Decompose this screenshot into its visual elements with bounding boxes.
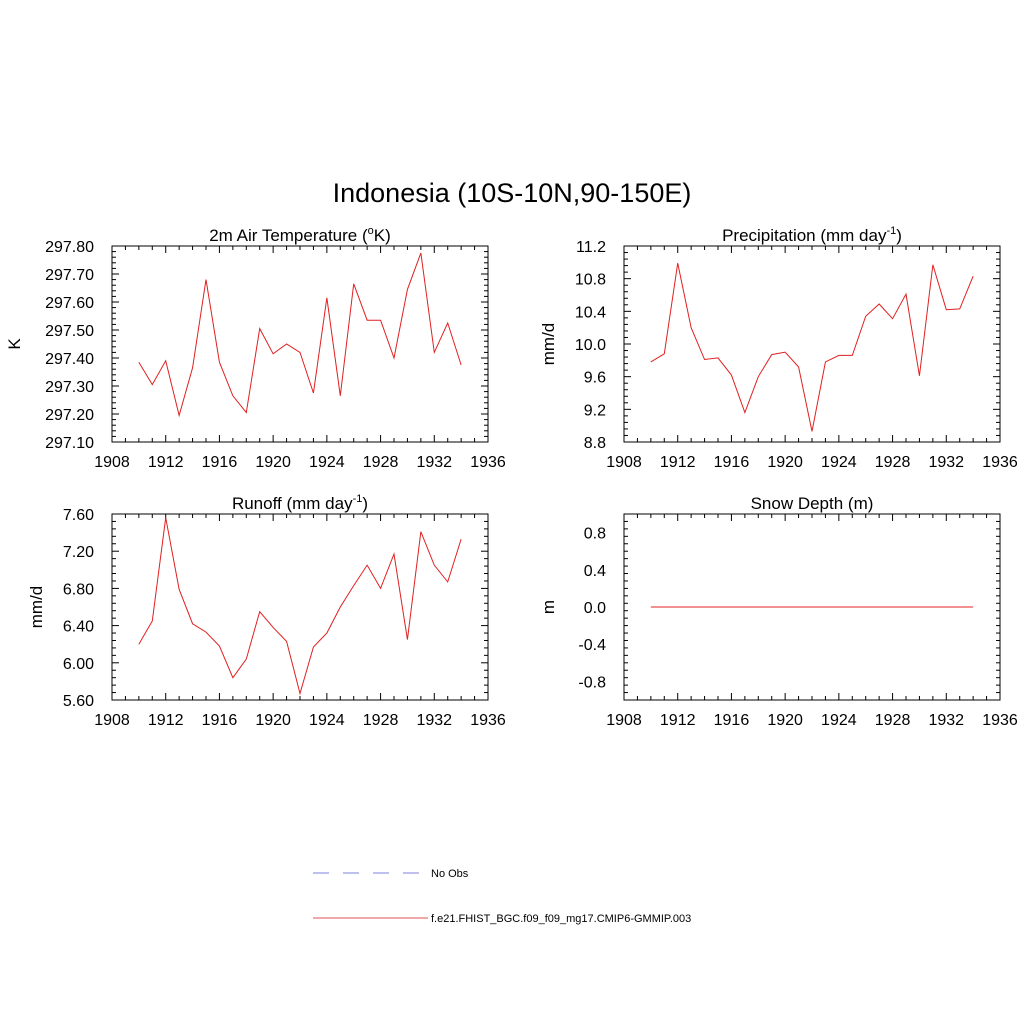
air-temperature-xtick-label: 1932 <box>416 454 452 471</box>
air-temperature-xtick-label: 1916 <box>202 454 238 471</box>
precipitation-title: Precipitation (mm day-1) <box>722 225 902 245</box>
precipitation-xtick-label: 1924 <box>821 454 857 471</box>
precipitation-xtick-label: 1928 <box>875 454 911 471</box>
air-temperature-ytick-label: 297.50 <box>45 323 94 340</box>
air-temperature-ytick-label: 297.20 <box>45 407 94 424</box>
snow-depth-ytick-label: -0.8 <box>578 674 606 691</box>
legend: No Obs f.e21.FHIST_BGC.f09_f09_mg17.CMIP… <box>313 868 691 925</box>
panel-precipitation: 1908 1912 1916 1920 1924 1928 1932 1936 8.8 9.2 9.… <box>539 225 1018 471</box>
air-temperature-xtick-label: 1912 <box>148 454 184 471</box>
runoff-xtick-label: 1936 <box>470 712 506 729</box>
precipitation-xtick-label: 1932 <box>928 454 964 471</box>
air-temperature-ytick-label: 297.40 <box>45 351 94 368</box>
runoff-xtick-label: 1916 <box>202 712 238 729</box>
precipitation-ytick-label: 10.0 <box>575 337 606 354</box>
air-temperature-xtick-label: 1928 <box>363 454 399 471</box>
runoff-title: Runoff (mm day-1) <box>232 493 368 513</box>
precipitation-xtick-label: 1916 <box>714 454 750 471</box>
precipitation-xtick-label: 1920 <box>767 454 803 471</box>
snow-depth-xtick-label: 1928 <box>875 712 911 729</box>
snow-depth-ytick-label: 0.4 <box>584 563 606 580</box>
snow-depth-xtick-label: 1936 <box>982 712 1018 729</box>
runoff-ytick-label: 6.80 <box>63 581 94 598</box>
panel-air-temperature: 1908 1912 1916 1920 1924 1928 1932 1936 297.10 29… <box>5 225 506 471</box>
air-temperature-ytick-label: 297.80 <box>45 239 94 256</box>
snow-depth-xtick-label: 1932 <box>928 712 964 729</box>
snow-depth-ytick-label: 0.0 <box>584 600 606 617</box>
precipitation-ylabel: mm/d <box>539 323 558 366</box>
legend-label-model: f.e21.FHIST_BGC.f09_f09_mg17.CMIP6-GMMIP… <box>431 913 691 925</box>
precipitation-ytick-label: 11.2 <box>576 239 606 256</box>
snow-depth-ytick-label: -0.4 <box>578 637 606 654</box>
precipitation-ytick-label: 10.4 <box>575 304 606 321</box>
precipitation-ytick-label: 8.8 <box>584 435 606 452</box>
air-temperature-xtick-label: 1920 <box>255 454 291 471</box>
precipitation-ytick-label: 10.8 <box>575 272 606 289</box>
precipitation-ytick-label: 9.6 <box>584 370 606 387</box>
runoff-ytick-label: 7.20 <box>63 544 94 561</box>
air-temperature-series-line <box>138 252 462 418</box>
air-temperature-ytick-label: 297.30 <box>45 379 94 396</box>
precipitation-xtick-label: 1936 <box>982 454 1018 471</box>
runoff-xtick-label: 1920 <box>255 712 291 729</box>
air-temperature-ytick-label: 297.70 <box>45 267 94 284</box>
runoff-ytick-label: 5.60 <box>63 693 94 710</box>
runoff-xtick-label: 1908 <box>94 712 130 729</box>
runoff-xtick-label: 1912 <box>148 712 184 729</box>
runoff-ytick-label: 6.00 <box>63 656 94 673</box>
runoff-xtick-label: 1928 <box>363 712 399 729</box>
air-temperature-xtick-label: 1924 <box>309 454 345 471</box>
runoff-series-line <box>138 517 462 696</box>
legend-label-no-obs: No Obs <box>431 868 469 880</box>
air-temperature-ylabel: K <box>5 338 24 350</box>
precipitation-series-line <box>650 263 974 432</box>
runoff-xtick-label: 1932 <box>416 712 452 729</box>
precipitation-xtick-label: 1908 <box>606 454 642 471</box>
air-temperature-xtick-label: 1936 <box>470 454 506 471</box>
air-temperature-ytick-label: 297.60 <box>45 295 94 312</box>
runoff-ytick-label: 7.60 <box>63 507 94 524</box>
snow-depth-xtick-label: 1924 <box>821 712 857 729</box>
air-temperature-title: 2m Air Temperature (oK) <box>209 225 391 245</box>
air-temperature-xtick-label: 1908 <box>94 454 130 471</box>
panel-runoff: 1908 1912 1916 1920 1924 1928 1932 1936 5.60 6.00… <box>27 493 506 729</box>
runoff-xtick-label: 1924 <box>309 712 345 729</box>
snow-depth-xtick-label: 1916 <box>714 712 750 729</box>
air-temperature-plot-frame <box>111 245 489 443</box>
snow-depth-title: Snow Depth (m) <box>751 494 874 513</box>
runoff-ylabel: mm/d <box>27 586 46 629</box>
snow-depth-xtick-label: 1920 <box>767 712 803 729</box>
precipitation-ytick-label: 9.2 <box>584 402 606 419</box>
runoff-plot-frame <box>111 513 489 701</box>
air-temperature-ytick-label: 297.10 <box>45 435 94 452</box>
panel-snow-depth: 1908 1912 1916 1920 1924 1928 1932 1936 -0.8 -0.4… <box>539 494 1018 729</box>
snow-depth-xtick-label: 1908 <box>606 712 642 729</box>
precipitation-xtick-label: 1912 <box>660 454 696 471</box>
snow-depth-ylabel: m <box>539 600 558 614</box>
snow-depth-ytick-label: 0.8 <box>584 526 606 543</box>
runoff-ytick-label: 6.40 <box>63 619 94 636</box>
figure-title: Indonesia (10S-10N,90-150E) <box>333 178 692 208</box>
snow-depth-xtick-label: 1912 <box>660 712 696 729</box>
